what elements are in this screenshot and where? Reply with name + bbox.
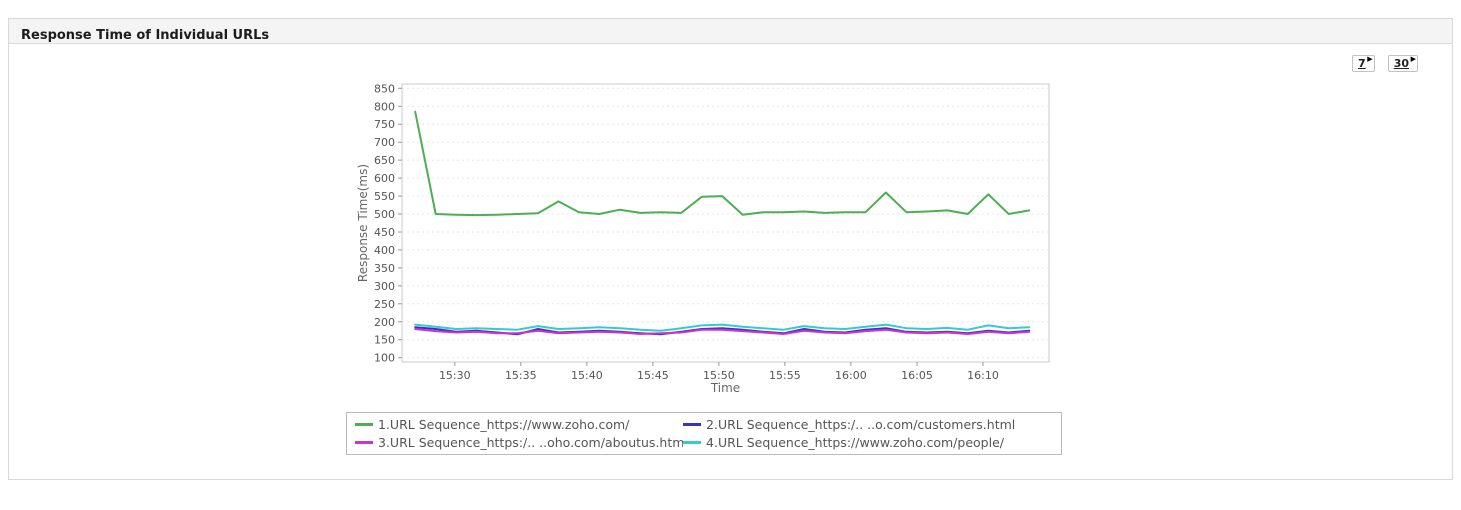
panel-title: Response Time of Individual URLs: [21, 28, 270, 43]
svg-text:650: 650: [374, 154, 395, 167]
svg-text:350: 350: [374, 262, 395, 275]
range-30-button[interactable]: 30 ▶: [1387, 55, 1418, 72]
svg-text:15:35: 15:35: [505, 369, 537, 382]
legend-item: 2.URL Sequence_https:/.. ..o.com/custome…: [683, 417, 1053, 432]
svg-text:16:10: 16:10: [967, 369, 999, 382]
svg-text:15:50: 15:50: [703, 369, 735, 382]
svg-text:800: 800: [374, 100, 395, 113]
legend-label: 2.URL Sequence_https:/.. ..o.com/custome…: [706, 417, 1016, 432]
svg-text:450: 450: [374, 226, 395, 239]
legend-label: 3.URL Sequence_https:/.. ..oho.com/about…: [378, 435, 684, 450]
legend-label: 4.URL Sequence_https://www.zoho.com/peop…: [706, 435, 1004, 450]
svg-text:Time: Time: [710, 381, 740, 395]
svg-text:600: 600: [374, 172, 395, 185]
forward-arrow-icon: ▶: [1410, 55, 1416, 63]
chart-legend: 1.URL Sequence_https://www.zoho.com/ 2.U…: [346, 412, 1062, 455]
svg-text:Response Time(ms): Response Time(ms): [356, 164, 370, 282]
svg-text:15:55: 15:55: [769, 369, 801, 382]
forward-arrow-icon: ▶: [1367, 55, 1373, 63]
legend-item: 4.URL Sequence_https://www.zoho.com/peop…: [683, 435, 1053, 450]
response-time-panel: Response Time of Individual URLs 7 ▶ 30 …: [8, 18, 1453, 480]
svg-text:15:45: 15:45: [637, 369, 669, 382]
svg-text:15:30: 15:30: [439, 369, 471, 382]
svg-text:500: 500: [374, 208, 395, 221]
chart-canvas: 100 150 200 250 300 350 400 450 500 550 600 650 700 7…: [356, 82, 1050, 395]
legend-label: 1.URL Sequence_https://www.zoho.com/: [378, 417, 630, 432]
svg-text:300: 300: [374, 280, 395, 293]
legend-line-swatch: [355, 423, 373, 426]
svg-text:250: 250: [374, 298, 395, 311]
legend-line-swatch: [683, 441, 702, 444]
range-30-label: 30: [1393, 57, 1409, 70]
svg-text:150: 150: [374, 334, 395, 347]
legend-line-swatch: [683, 423, 702, 426]
svg-text:400: 400: [374, 244, 395, 257]
panel-header: Response Time of Individual URLs: [9, 19, 1452, 44]
svg-text:850: 850: [374, 82, 395, 95]
svg-text:550: 550: [374, 190, 395, 203]
svg-text:15:40: 15:40: [571, 369, 603, 382]
svg-text:200: 200: [374, 316, 395, 329]
legend-item: 3.URL Sequence_https:/.. ..oho.com/about…: [355, 435, 683, 450]
svg-text:700: 700: [374, 136, 395, 149]
response-time-chart: 100 150 200 250 300 350 400 450 500 550 600 650 700 7…: [354, 74, 1452, 402]
svg-text:16:05: 16:05: [901, 369, 933, 382]
range-7-button[interactable]: 7 ▶: [1351, 55, 1375, 72]
svg-text:16:00: 16:00: [835, 369, 867, 382]
range-7-label: 7: [1357, 57, 1366, 70]
legend-line-swatch: [355, 441, 373, 444]
svg-text:100: 100: [374, 352, 395, 365]
legend-item: 1.URL Sequence_https://www.zoho.com/: [355, 417, 683, 432]
svg-text:750: 750: [374, 118, 395, 131]
range-toolbar: 7 ▶ 30 ▶: [9, 44, 1452, 72]
